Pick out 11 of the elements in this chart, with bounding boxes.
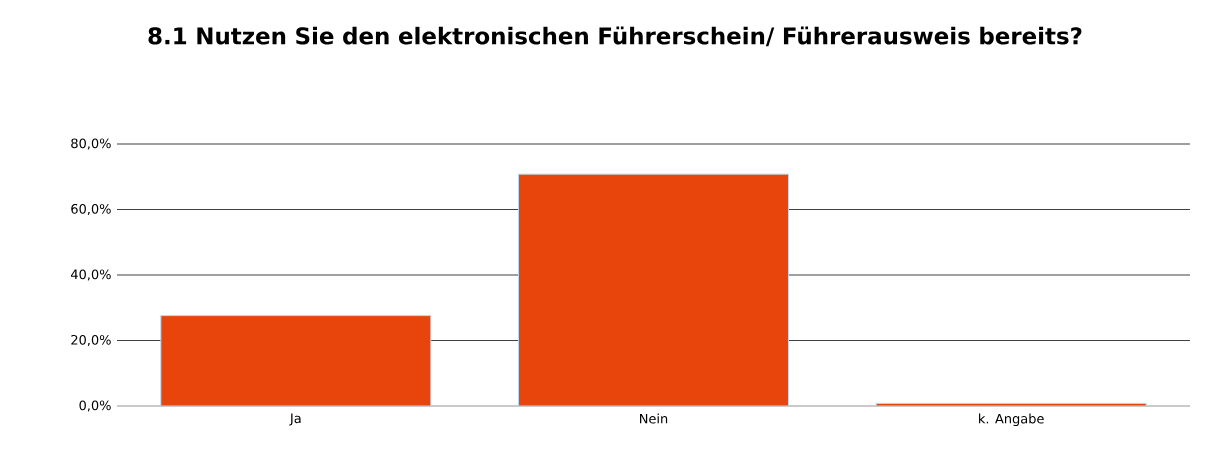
x-tick-label: Nein [640, 413, 668, 424]
x-tick-label: k. Angabe [979, 413, 1044, 427]
bar [517, 173, 789, 406]
y-tick-label: 40,0% [70, 269, 111, 281]
chart-title: 8.1 Nutzen Sie den elektronischen Führerschein/ Führerausweis bereits? [148, 26, 1082, 47]
y-tick-label: 0,0% [79, 400, 111, 412]
bar [160, 315, 432, 406]
y-tick-label: 20,0% [71, 334, 111, 347]
y-tick-label: 60,0% [71, 203, 111, 216]
x-tick-label: Ja [289, 413, 301, 426]
y-tick-label: 80,0% [71, 138, 111, 150]
